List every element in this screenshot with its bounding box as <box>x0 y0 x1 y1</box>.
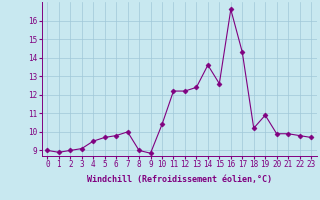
X-axis label: Windchill (Refroidissement éolien,°C): Windchill (Refroidissement éolien,°C) <box>87 175 272 184</box>
